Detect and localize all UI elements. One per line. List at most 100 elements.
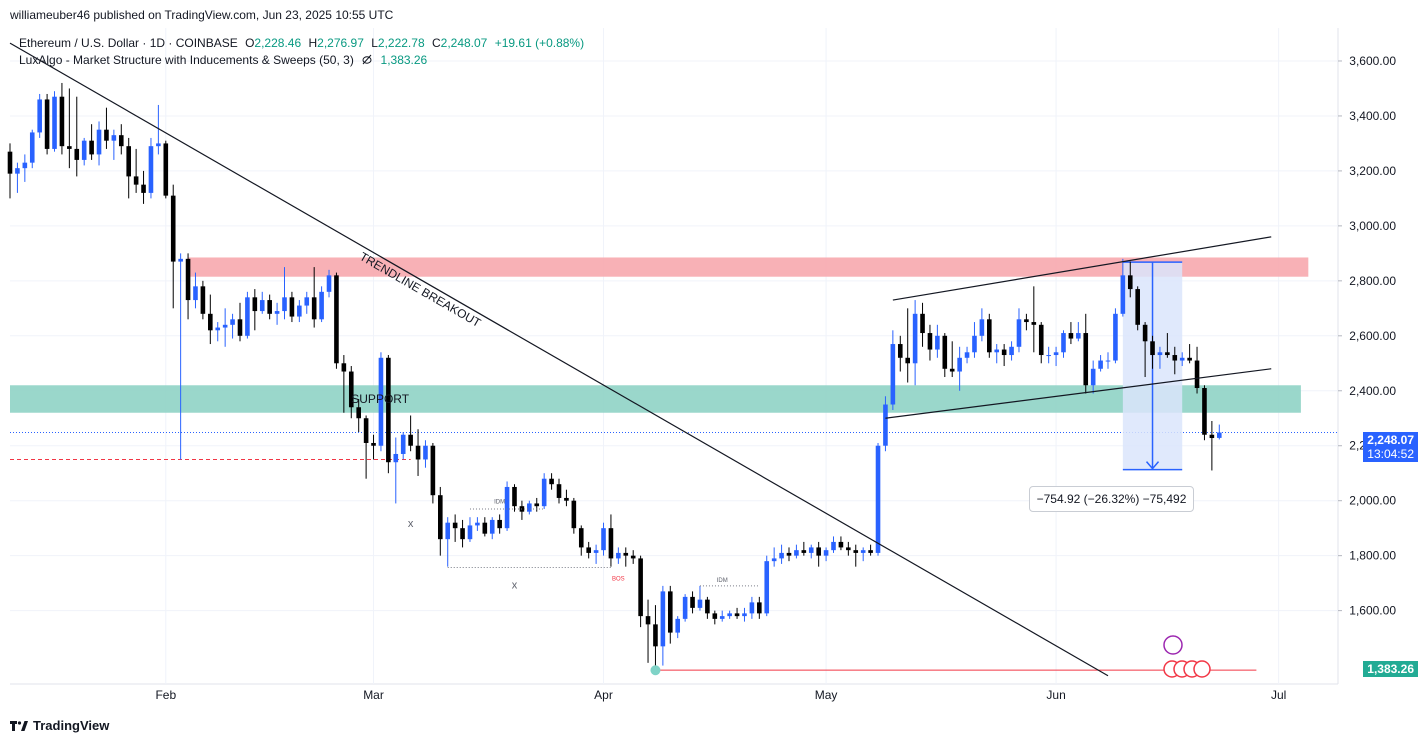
candle-body: [593, 550, 599, 553]
candle-body: [1061, 333, 1066, 353]
candle-body: [660, 591, 666, 647]
y-tick-label: 3,000.00: [1349, 219, 1396, 233]
event-icon: [1193, 660, 1211, 678]
candle-body: [749, 602, 755, 614]
candle-body: [853, 550, 859, 553]
candle-body: [564, 497, 569, 501]
candle-body: [578, 528, 584, 548]
candle-body: [927, 333, 933, 350]
candle-body: [363, 418, 369, 443]
candle-body: [616, 552, 621, 559]
candle-body: [1068, 333, 1074, 339]
descending-trendline: [9, 42, 1109, 677]
candle-body: [875, 445, 881, 553]
candle-body: [193, 286, 198, 301]
y-tick-label: 2,400.00: [1349, 384, 1396, 398]
candle-body: [794, 550, 799, 556]
candle-body: [1053, 352, 1059, 356]
x-tick-label: Feb: [155, 688, 176, 702]
candle-body: [712, 613, 718, 619]
candle-body: [586, 547, 591, 553]
y-tick-label: 3,400.00: [1349, 109, 1396, 123]
support-label: SUPPORT: [351, 392, 409, 406]
candle-body: [415, 445, 421, 460]
y-tick-label: 2,000.00: [1349, 494, 1396, 508]
indicator-level-label: 1,383.26: [1363, 661, 1418, 677]
candle-body: [37, 99, 42, 133]
candle-body: [527, 503, 532, 512]
candle-body: [1098, 360, 1103, 369]
candle-body: [897, 344, 903, 358]
candle-body: [1135, 289, 1140, 325]
measure-arrow-head: [1145, 461, 1160, 470]
chart-legend: Ethereum / U.S. Dollar · 1D · COINBASE O…: [19, 35, 584, 69]
candle-body: [111, 135, 117, 141]
candle-body: [460, 528, 465, 540]
candle-body: [883, 404, 888, 446]
candle-body: [1113, 313, 1118, 361]
idm-label: IDM: [717, 578, 728, 584]
candle-body: [994, 349, 1000, 353]
candle-body: [623, 552, 629, 556]
candle-body: [734, 613, 740, 617]
candle-body: [104, 129, 109, 141]
candle-body: [1046, 355, 1051, 357]
publish-bar: williameuber46 published on TradingView.…: [0, 0, 1422, 28]
candle-body: [1157, 352, 1163, 356]
measure-label[interactable]: −754.92 (−26.32%) −75,492: [1029, 486, 1194, 512]
candle-body: [1209, 434, 1215, 439]
candle-body: [148, 146, 154, 193]
candle-body: [400, 434, 406, 454]
candle-body: [920, 313, 925, 334]
close-value: 2,248.07: [440, 36, 488, 50]
candle-body: [831, 541, 836, 551]
tv-logo-icon: [10, 720, 28, 731]
x-tick-label: Mar: [363, 688, 384, 702]
candle-body: [964, 352, 970, 358]
candle-body: [452, 522, 458, 529]
candle-body: [408, 434, 413, 446]
candle-body: [1001, 349, 1007, 356]
candle-body: [571, 500, 577, 529]
y-tick-label: 1,600.00: [1349, 604, 1396, 618]
candle-body: [1083, 333, 1089, 386]
y-tick-label: 2,600.00: [1349, 329, 1396, 343]
candle-body: [267, 300, 272, 314]
candle-body: [645, 616, 651, 625]
candle-body: [141, 184, 146, 193]
candle-body: [334, 275, 339, 364]
candle-body: [890, 344, 896, 405]
close-label: C: [431, 36, 441, 50]
candle-body: [1194, 360, 1200, 389]
candle-body: [59, 96, 65, 147]
x-tick-label: Apr: [594, 688, 613, 702]
candle-body: [949, 368, 955, 372]
candle-body: [22, 162, 28, 169]
candle-body: [282, 297, 287, 312]
candle-body: [682, 596, 688, 619]
candle-body: [979, 319, 985, 336]
candle-body: [482, 522, 488, 534]
x-tick-label: May: [815, 688, 838, 702]
candle-body: [289, 297, 295, 317]
candle-body: [1187, 357, 1192, 361]
symbol-name[interactable]: Ethereum / U.S. Dollar · 1D · COINBASE: [19, 36, 238, 50]
candle-body: [675, 618, 681, 633]
ideas-icon[interactable]: [1163, 635, 1183, 655]
eye-slash-icon[interactable]: [361, 54, 373, 65]
candle-body: [512, 486, 517, 507]
indicator-name[interactable]: LuxAlgo - Market Structure with Induceme…: [19, 53, 354, 67]
candle-body: [1179, 357, 1185, 361]
candle-body: [786, 552, 792, 556]
candle-body: [905, 357, 910, 364]
candle-body: [356, 407, 361, 419]
candle-body: [29, 132, 35, 163]
last-price-label: 2,248.07 13:04:52: [1363, 432, 1418, 462]
candle-body: [1127, 275, 1133, 290]
candle-body: [1076, 333, 1081, 339]
candle-body: [1165, 352, 1170, 356]
candle-body: [742, 613, 747, 617]
candle-body: [1150, 341, 1155, 356]
candle-body: [326, 275, 332, 292]
